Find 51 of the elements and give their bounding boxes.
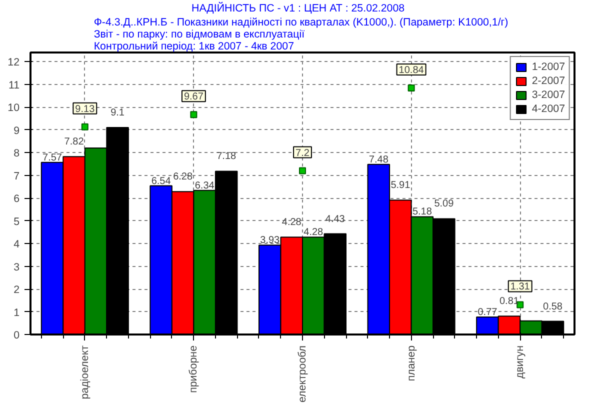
y-tick-label: 8 [14,148,20,160]
data-label: 6.28 [173,172,193,183]
x-tick-label: приборне [188,345,200,393]
legend-label: 4-2007 [532,103,565,115]
data-label: 7.57 [42,152,62,164]
data-label: 9.67 [184,92,204,103]
data-label: 5.09 [434,198,454,210]
x-tick-label: планер [405,345,418,382]
data-label: 7.82 [64,136,84,148]
y-tick-label: 6 [14,193,20,206]
y-tick-label: 2 [14,284,20,296]
legend-label: 2-2007 [532,75,565,87]
y-tick-label: 5 [14,216,20,228]
data-label: 5.18 [412,206,432,218]
legend-label: 1-2007 [532,61,565,73]
chart-subtitle: Ф-4.3.Д..КРН.Б - Показники надійності по кварталах (K1000,). (Параметр: K1000,1/г) Звіт - по парку: по відмовам в експлуатації Контрольний період: 1кв 2007 - 4кв 2007 [94,16,508,52]
y-tick-label: 7 [14,170,20,182]
y-tick-label: 0 [14,330,20,342]
data-label: 6.34 [194,180,215,192]
y-tick-label: 3 [14,261,20,274]
x-tick-label: двигун [514,345,526,378]
data-label: 9.1 [110,108,125,119]
y-tick-label: 10 [8,102,20,114]
data-label: 4.43 [325,214,346,225]
y-tick-label: 11 [8,79,20,92]
data-label: 3.93 [260,235,280,246]
y-tick-label: 4 [14,238,20,251]
point [81,123,88,130]
data-label: 9.13 [75,104,96,115]
x-tick-label: електрообл [296,345,308,402]
data-label: 7.18 [216,151,237,162]
data-label: 0.58 [543,301,563,312]
y-tick-label: 9 [14,124,20,137]
data-label: 4.28 [282,217,302,228]
data-label: 7.2 [296,148,310,159]
data-label: 0.77 [478,306,498,318]
data-label: 4.28 [304,227,324,238]
legend-label: 3-2007 [532,89,565,101]
data-label: 0.81 [499,296,520,308]
x-tick-label: радіоелект [78,345,91,400]
chart-title: НАДІЙНІСТЬ ПС - v1 : ЦЕН АТ : 25.02.2008 [192,2,405,14]
data-label: 10.84 [398,64,424,76]
data-label: 5.91 [390,180,411,192]
y-tick-label: 12 [8,56,20,69]
data-label: 7.48 [368,154,389,166]
point [408,84,415,92]
data-label: 1.31 [510,282,530,293]
data-label: 6.54 [151,176,172,187]
point [299,167,306,174]
point [190,111,198,118]
y-tick-label: 1 [14,306,20,319]
